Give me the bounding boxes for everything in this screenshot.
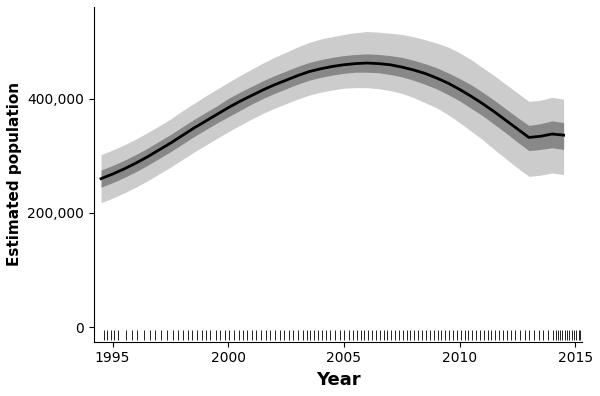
Y-axis label: Estimated population: Estimated population xyxy=(7,82,22,267)
X-axis label: Year: Year xyxy=(316,371,361,389)
